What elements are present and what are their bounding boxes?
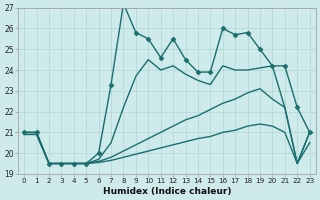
X-axis label: Humidex (Indice chaleur): Humidex (Indice chaleur) xyxy=(103,187,231,196)
